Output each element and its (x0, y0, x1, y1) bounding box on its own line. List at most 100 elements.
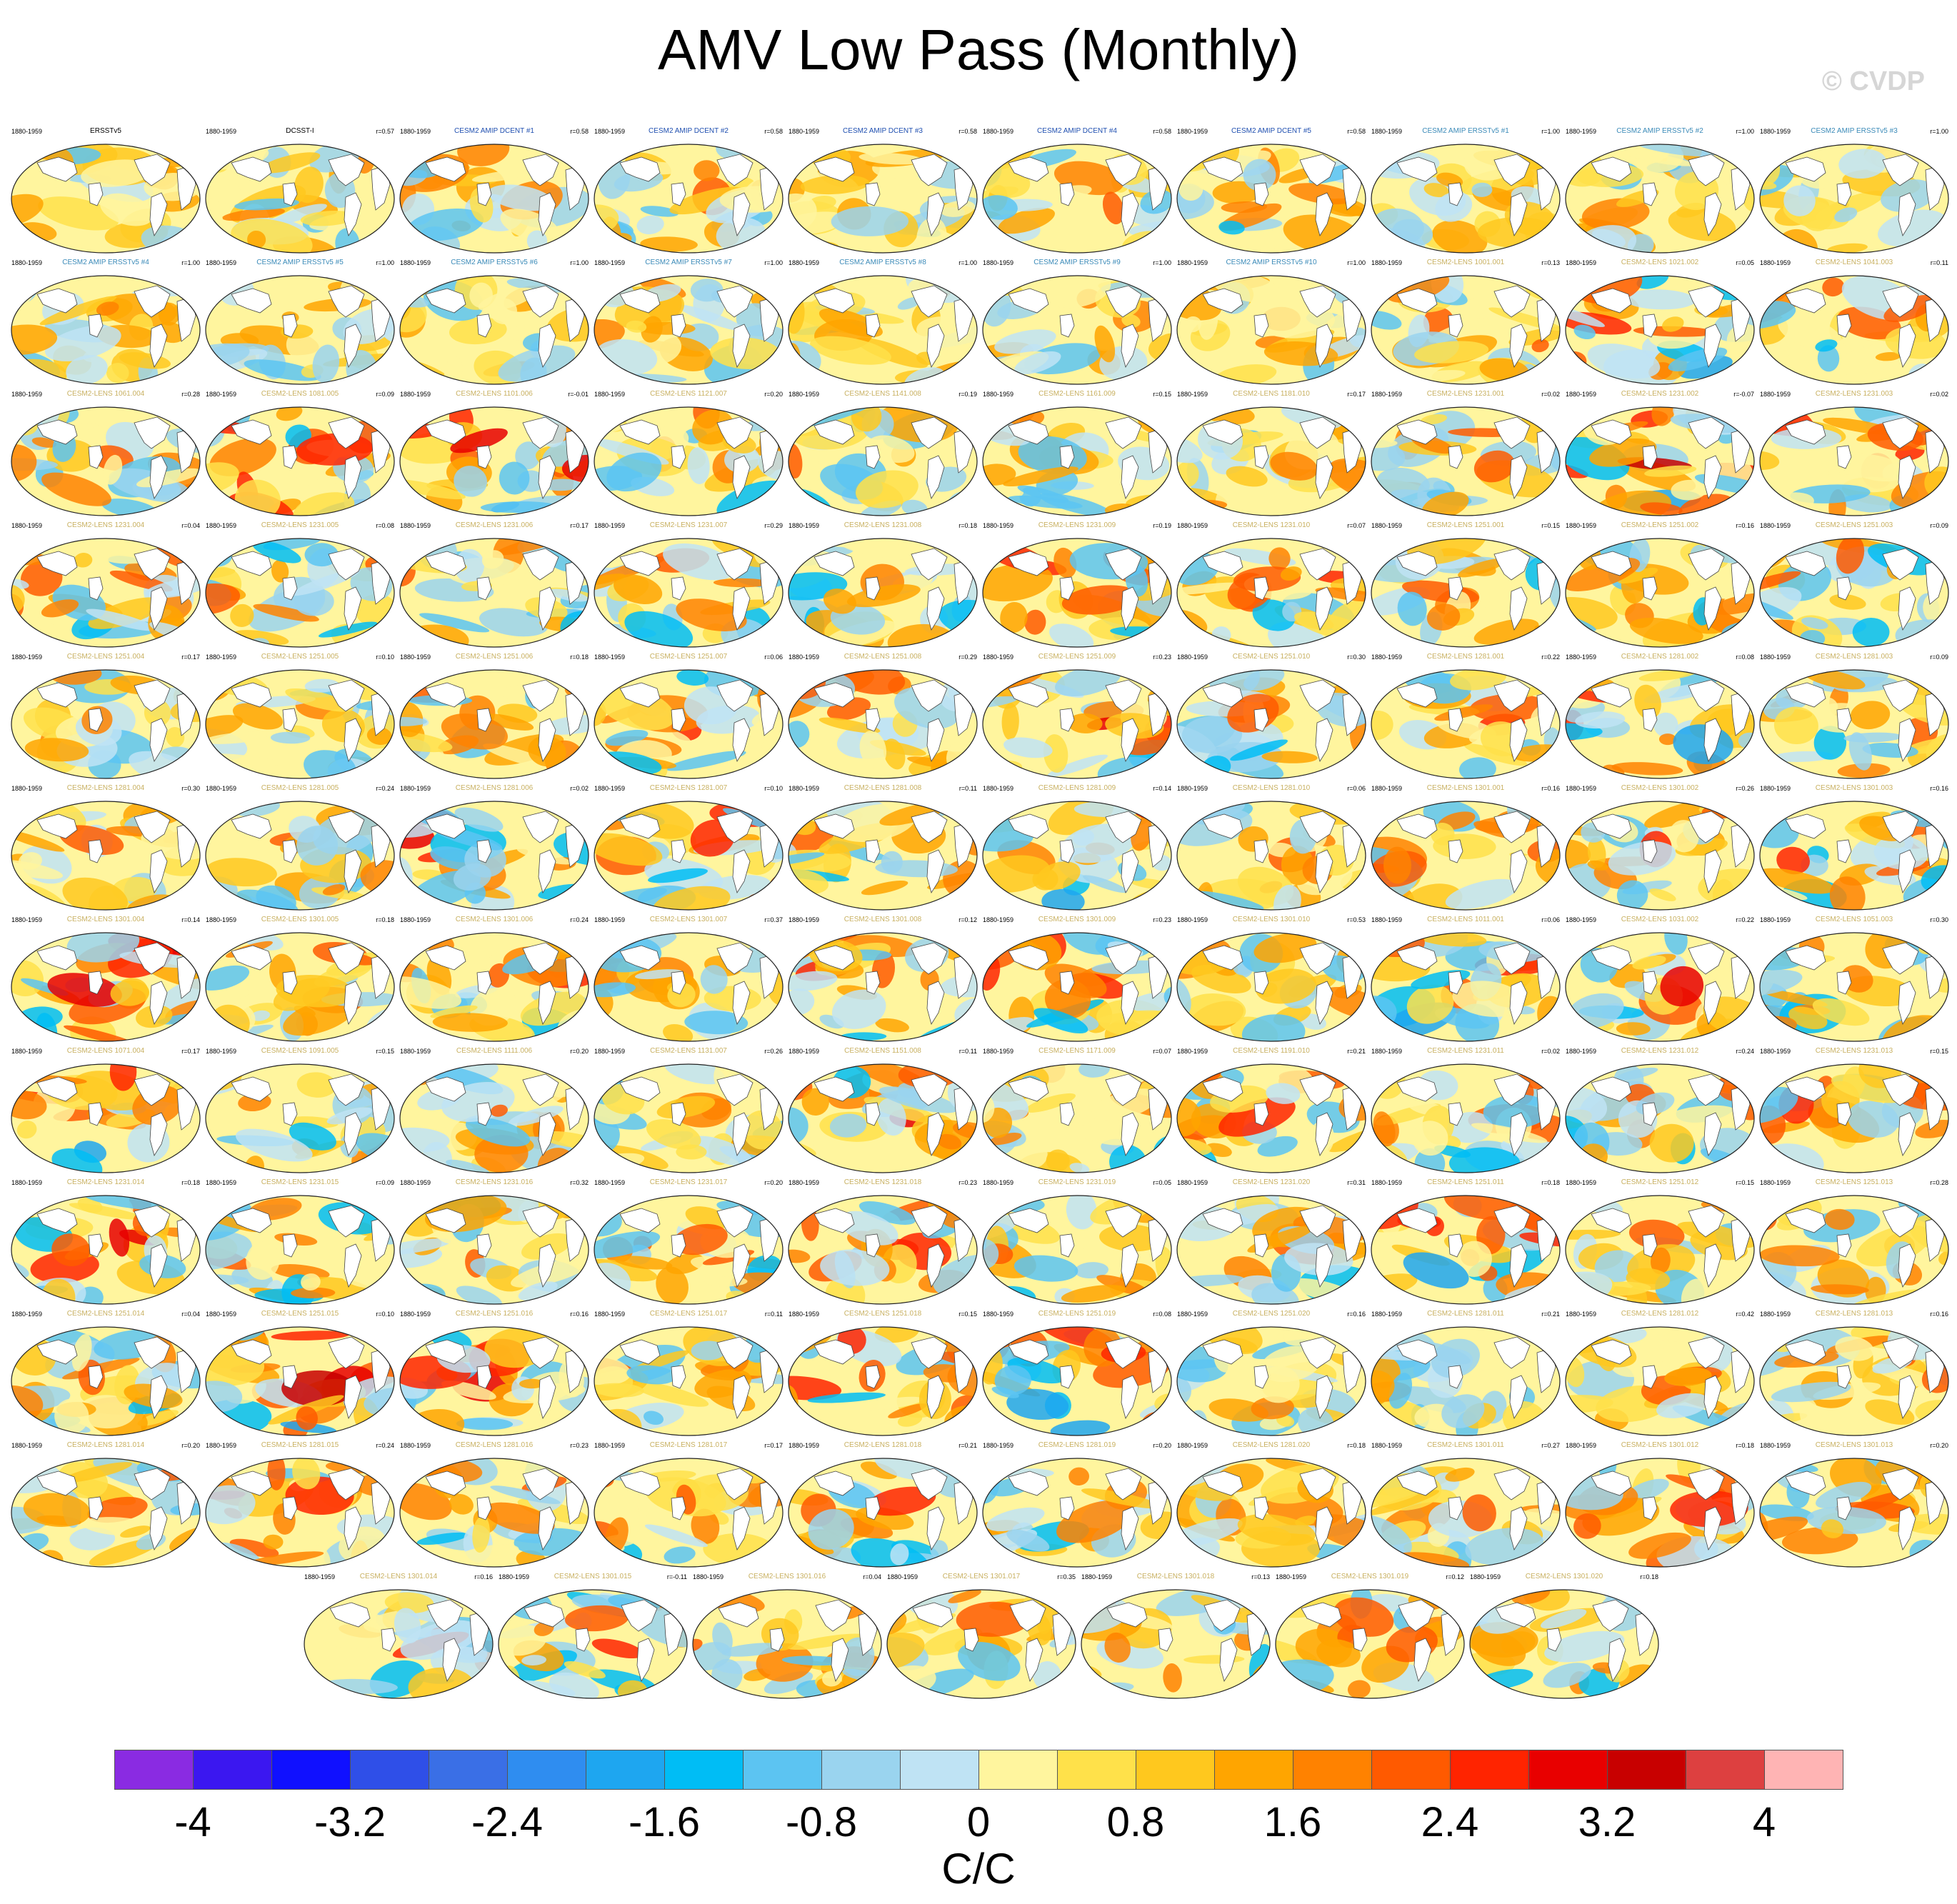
land-mask (282, 1233, 298, 1258)
panel-period-label: 1880-1959 (11, 653, 43, 661)
sst-map (594, 1195, 784, 1305)
land-mask (88, 1102, 104, 1126)
sst-anomaly-patch (1738, 732, 1754, 749)
panel-period-label: 1880-1959 (206, 785, 237, 792)
sst-map (11, 1458, 201, 1568)
land-mask (1396, 1076, 1438, 1102)
map-panel: 1880-1959 CESM2-LENS 1301.017 r=0.35 (884, 1573, 1078, 1701)
map-border (982, 801, 1172, 911)
panel-period-label: 1880-1959 (11, 128, 43, 135)
land-mask (231, 813, 272, 839)
land-mask (1493, 811, 1531, 843)
map-panel: 1880-1959 CESM2-LENS 1231.015 r=0.09 (203, 1178, 397, 1307)
panel-period-label: 1880-1959 (400, 653, 431, 661)
sst-anomaly-patch (206, 965, 250, 991)
panel-period-label: 1880-1959 (789, 653, 820, 661)
sst-anomaly-patch (1579, 1143, 1608, 1170)
panel-correlation-label: r=1.00 (959, 259, 977, 266)
panel-period-label: 1880-1959 (1760, 391, 1791, 398)
land-mask (88, 445, 104, 469)
sst-anomaly-patch (1445, 878, 1518, 909)
land-mask (1836, 314, 1852, 338)
sst-anomaly-patch (1628, 145, 1653, 160)
sst-anomaly-patch (471, 170, 526, 183)
sst-anomaly-patch (206, 144, 228, 169)
map-border (1759, 275, 1949, 385)
panel-dataset-name: CESM2-LENS 1231.016 (455, 1178, 534, 1186)
sst-anomaly-patch (400, 1127, 450, 1153)
land-mask (231, 945, 272, 971)
map-panel: 1880-1959 CESM2-LENS 1191.010 r=0.21 (1174, 1047, 1368, 1176)
map-border (1759, 406, 1949, 516)
sst-anomaly-patch (300, 210, 356, 226)
panel-dataset-name: CESM2-LENS 1301.005 (261, 916, 339, 923)
sst-map (788, 275, 978, 385)
colorbar-swatch (271, 1750, 351, 1790)
panel-period-label: 1880-1959 (1371, 128, 1403, 135)
map-border (11, 144, 201, 254)
sst-anomaly-patch (271, 559, 289, 583)
panel-period-label: 1880-1959 (1566, 522, 1597, 529)
sst-anomaly-patch (38, 196, 119, 231)
colorbar-swatch (664, 1750, 744, 1790)
sst-anomaly-patch (1025, 1093, 1076, 1113)
panel-correlation-label: r=1.00 (1347, 259, 1366, 266)
panel-correlation-label: r=0.15 (1930, 1048, 1948, 1055)
sst-anomaly-patch (252, 540, 301, 563)
sst-anomaly-patch (1592, 490, 1671, 516)
panel-dataset-name: CESM2 AMIP ERSSTv5 #5 (256, 259, 344, 266)
sst-anomaly-patch (859, 1201, 916, 1225)
sst-anomaly-patch (548, 588, 589, 602)
land-mask (1688, 679, 1725, 712)
sst-map (594, 538, 784, 648)
panel-period-label: 1880-1959 (1371, 653, 1403, 661)
panel-dataset-name: CESM2-LENS 1251.020 (1232, 1310, 1311, 1318)
land-mask (865, 314, 881, 338)
land-mask (1253, 314, 1269, 338)
map-panel: 1880-1959 CESM2-LENS 1251.014 r=0.04 (9, 1310, 203, 1438)
panel-period-label: 1880-1959 (594, 1048, 626, 1055)
map-border (1371, 1063, 1561, 1173)
land-mask (1299, 679, 1336, 712)
land-mask (344, 1243, 362, 1288)
land-mask (476, 314, 492, 338)
sst-map (788, 1063, 978, 1173)
land-mask (231, 682, 272, 708)
sst-anomaly-patch (1068, 713, 1103, 733)
land-mask (716, 942, 754, 975)
sst-map (788, 538, 978, 648)
land-mask (538, 849, 556, 893)
sst-anomaly-patch (1177, 582, 1246, 596)
panel-period-label: 1880-1959 (1371, 916, 1403, 923)
land-mask (732, 849, 751, 893)
sst-anomaly-patch (1371, 710, 1393, 741)
map-border (1371, 406, 1561, 516)
map-panel: 1880-1959 CESM2-LENS 1281.011 r=0.21 (1368, 1310, 1563, 1438)
sst-map (205, 801, 395, 911)
panel-correlation-label: r=0.08 (376, 522, 394, 529)
sst-anomaly-patch (1373, 1111, 1396, 1147)
land-mask (732, 981, 751, 1025)
panel-period-label: 1880-1959 (1760, 785, 1791, 792)
sst-anomaly-patch (77, 1198, 103, 1213)
sst-anomaly-patch (498, 345, 576, 382)
panel-dataset-name: CESM2-LENS 1231.006 (455, 521, 534, 529)
land-mask (1448, 971, 1463, 995)
panel-dataset-name: CESM2-LENS 1071.004 (66, 1047, 145, 1055)
panel-period-label: 1880-1959 (206, 259, 237, 266)
land-mask (425, 813, 466, 839)
colorbar-swatch (743, 1750, 822, 1790)
sst-anomaly-patch (1616, 1067, 1658, 1081)
sst-anomaly-patch (1852, 617, 1890, 647)
land-mask (619, 551, 661, 576)
map-panel: 1880-1959 CESM2-LENS 1141.008 r=0.19 (786, 390, 980, 518)
land-mask (1202, 419, 1243, 445)
panel-correlation-label: r=0.08 (1153, 1311, 1171, 1318)
map-border (1565, 1063, 1755, 1173)
land-mask (1105, 942, 1142, 975)
panel-period-label: 1880-1959 (1566, 653, 1597, 661)
map-panel: 1880-1959 CESM2-LENS 1301.013 r=0.20 (1757, 1441, 1951, 1570)
sst-anomaly-patch (690, 1136, 753, 1166)
panel-correlation-label: r=0.17 (181, 653, 200, 661)
sst-map (1176, 1458, 1366, 1568)
